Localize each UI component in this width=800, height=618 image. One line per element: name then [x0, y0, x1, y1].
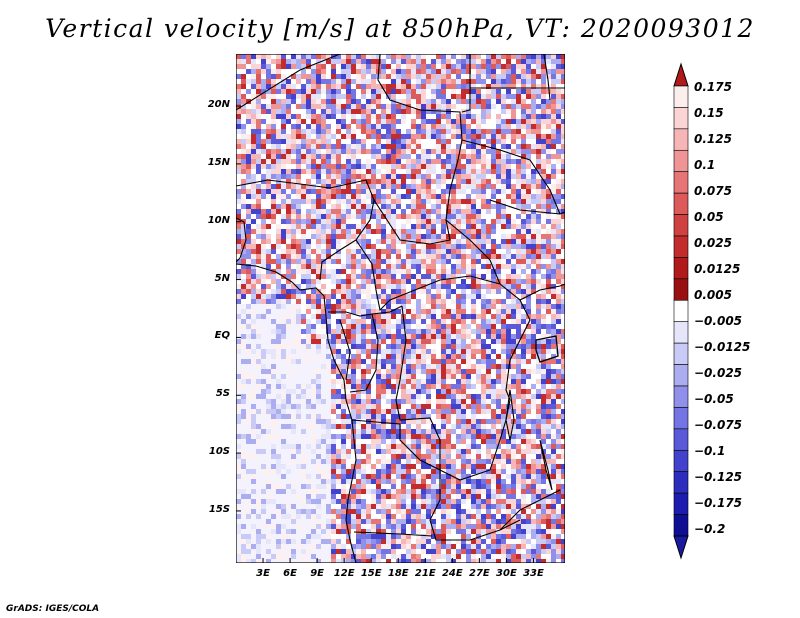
colorbar: [673, 62, 689, 560]
colorbar-label: 0.025: [694, 236, 732, 250]
lat-tick-label: 5S: [215, 388, 230, 400]
lon-tick-label: 33E: [523, 568, 544, 579]
colorbar-bottom-arrow: [673, 535, 689, 560]
colorbar-swatch: [673, 321, 689, 344]
lon-tick-label: 27E: [468, 568, 490, 579]
colorbar-swatch: [673, 278, 689, 301]
colorbar-swatch: [673, 449, 689, 473]
colorbar-label: 0.005: [694, 288, 732, 302]
lat-tick-label: 10N: [207, 214, 230, 226]
lat-tick-label: 20N: [207, 99, 230, 111]
colorbar-label: −0.125: [694, 470, 743, 484]
colorbar-swatch: [673, 428, 689, 451]
lat-tick-label: 15S: [208, 503, 230, 515]
colorbar-label: −0.005: [694, 314, 743, 328]
lon-tick-label: 24E: [441, 568, 463, 579]
colorbar-label: −0.0125: [694, 340, 751, 354]
sahara-borders-3: [461, 54, 471, 113]
lake-victoria: [535, 335, 559, 363]
lake-tanganyika: [505, 389, 515, 441]
colorbar-swatch: [673, 149, 689, 173]
niger-nigeria: [236, 179, 367, 189]
colorbar-label: 0.0125: [694, 262, 741, 276]
cameroon-congo: [328, 305, 403, 317]
colorbar-label: −0.2: [694, 522, 726, 536]
grads-credit: GrADS: IGES/COLA: [6, 604, 100, 614]
colorbar-swatch: [673, 492, 689, 515]
colorbar-swatch: [673, 364, 689, 387]
coastline: [236, 217, 247, 263]
colorbar-label: −0.05: [694, 392, 734, 406]
colorbar-swatch: [673, 107, 689, 130]
colorbar-label: −0.075: [694, 418, 743, 432]
lat-tick-label: 15N: [207, 156, 230, 168]
gulf-of-guinea-coast: [236, 263, 357, 563]
colorbar-label: 0.1: [694, 158, 716, 172]
zambia-zimbabwe: [499, 489, 561, 531]
colorbar-swatch: [673, 214, 689, 237]
east-africa-2: [519, 283, 565, 301]
lon-tick-label: 21E: [414, 568, 436, 579]
cameroon-car: [355, 239, 501, 312]
colorbar-label: 0.175: [694, 80, 732, 94]
colorbar-label: −0.175: [694, 496, 743, 510]
sahara-borders-1: [236, 54, 341, 111]
chad-sudan: [445, 159, 501, 285]
colorbar-swatch: [673, 85, 689, 108]
gabon: [339, 319, 351, 381]
lon-tick-label: 30E: [496, 568, 517, 579]
lake-malawi: [539, 439, 553, 491]
colorbar-swatch: [673, 235, 689, 258]
colorbar-swatch: [673, 299, 689, 323]
vertical-velocity-field: [236, 54, 565, 563]
colorbar-label: 0.125: [694, 132, 732, 146]
lon-tick-label: 9E: [310, 568, 324, 579]
colorbar-label: 0.075: [694, 184, 732, 198]
colorbar-swatch: [673, 128, 689, 151]
lon-tick-label: 3E: [256, 568, 270, 579]
lon-tick-label: 15E: [360, 568, 382, 579]
drc-east: [395, 305, 511, 481]
colorbar-swatch: [673, 192, 689, 215]
lon-tick-label: 6E: [283, 568, 297, 579]
colorbar-swatch: [673, 385, 689, 408]
colorbar-swatch: [673, 407, 689, 430]
lat-tick-label: 10S: [208, 446, 230, 458]
colorbar-swatch: [673, 514, 689, 537]
nile-river: [543, 54, 551, 101]
lon-tick-label: 18E: [387, 568, 409, 579]
lon-tick-label: 12E: [333, 568, 355, 579]
angola-border: [351, 419, 521, 541]
sudan-ethiopia: [461, 139, 561, 215]
namibia-border: [353, 531, 433, 537]
colorbar-label: −0.1: [694, 444, 726, 458]
colorbar-label: −0.025: [694, 366, 743, 380]
chart-title: Vertical velocity [m/s] at 850hPa, VT: 2…: [45, 14, 755, 43]
lat-tick-label: 5N: [214, 272, 230, 284]
congo-drc: [349, 313, 379, 393]
lat-tick-label: EQ: [214, 330, 230, 342]
map-plot-area: [236, 54, 565, 563]
colorbar-swatch: [673, 171, 689, 194]
car-chad: [373, 199, 451, 245]
colorbar-swatch: [673, 342, 689, 365]
colorbar-top-arrow: [673, 62, 689, 87]
axis-ticks: [236, 105, 534, 563]
colorbar-label: 0.05: [694, 210, 724, 224]
colorbar-swatch: [673, 471, 689, 494]
country-borders: [236, 54, 565, 563]
ethiopia: [489, 199, 565, 215]
colorbar-label: 0.15: [694, 106, 724, 120]
colorbar-swatch: [673, 257, 689, 280]
